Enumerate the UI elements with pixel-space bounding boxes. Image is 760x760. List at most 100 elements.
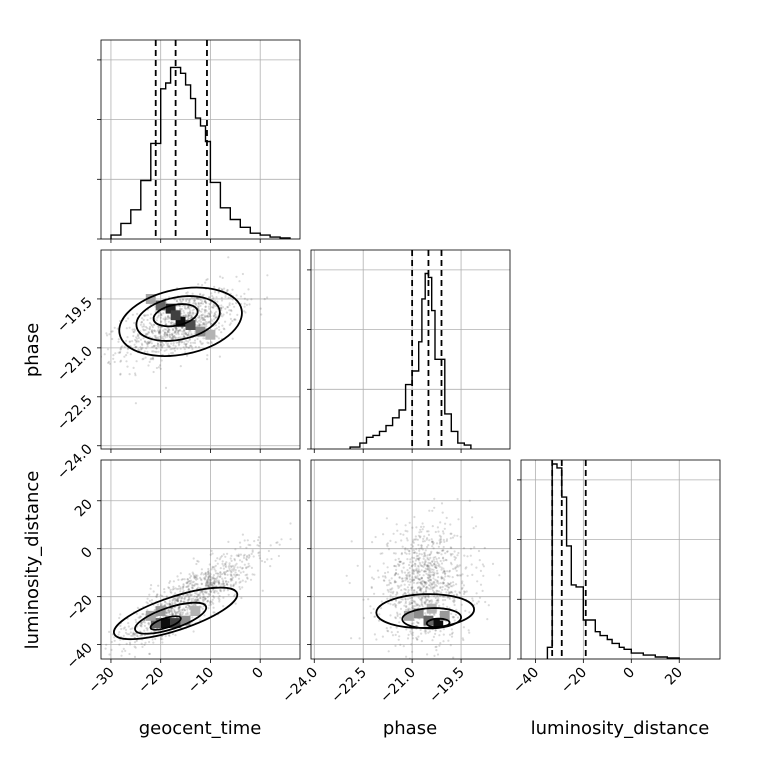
sample-point bbox=[231, 288, 234, 291]
sample-point bbox=[370, 585, 373, 589]
sample-point bbox=[420, 600, 423, 603]
sample-point bbox=[154, 637, 157, 641]
sample-point bbox=[152, 345, 155, 348]
sample-point bbox=[191, 587, 194, 590]
sample-point bbox=[215, 316, 218, 319]
sample-point bbox=[424, 567, 427, 570]
sample-point bbox=[198, 324, 201, 327]
sample-point bbox=[215, 296, 218, 299]
sample-point bbox=[110, 330, 113, 333]
sample-point bbox=[153, 329, 156, 333]
sample-point bbox=[275, 541, 278, 544]
sample-point bbox=[209, 579, 212, 582]
sample-point bbox=[444, 522, 447, 525]
sample-point bbox=[213, 611, 216, 614]
sample-point bbox=[427, 631, 430, 634]
sample-point bbox=[415, 582, 418, 585]
sample-point bbox=[404, 602, 407, 605]
sample-point bbox=[442, 559, 445, 562]
sample-point bbox=[168, 586, 171, 590]
sample-point bbox=[151, 326, 154, 329]
sample-point bbox=[198, 594, 201, 597]
sample-point bbox=[224, 577, 227, 580]
sample-point bbox=[410, 599, 413, 602]
sample-point bbox=[194, 577, 197, 580]
sample-point bbox=[389, 626, 392, 629]
sample-point bbox=[134, 372, 137, 375]
sample-point bbox=[447, 595, 450, 599]
sample-point bbox=[408, 603, 411, 606]
sample-point bbox=[207, 569, 210, 572]
sample-point bbox=[213, 583, 216, 586]
sample-point bbox=[122, 627, 125, 630]
sample-point bbox=[391, 634, 395, 637]
sample-point bbox=[234, 574, 237, 577]
sample-point bbox=[475, 592, 478, 595]
sample-point bbox=[230, 570, 233, 573]
sample-point bbox=[176, 597, 179, 600]
sample-point bbox=[138, 616, 141, 619]
sample-point bbox=[418, 585, 421, 589]
sample-point bbox=[185, 606, 188, 609]
sample-point bbox=[190, 333, 193, 336]
sample-point bbox=[206, 581, 209, 584]
sample-point bbox=[455, 565, 458, 569]
sample-point bbox=[151, 356, 155, 359]
sample-point bbox=[230, 573, 233, 577]
sample-point bbox=[184, 332, 187, 335]
sample-point bbox=[414, 602, 417, 605]
sample-point bbox=[438, 565, 441, 568]
sample-point bbox=[212, 576, 215, 579]
sample-point bbox=[227, 256, 230, 259]
sample-point bbox=[428, 539, 431, 542]
sample-point bbox=[435, 589, 438, 592]
sample-point bbox=[401, 545, 404, 548]
sample-point bbox=[182, 299, 185, 302]
sample-point bbox=[248, 555, 251, 558]
sample-point bbox=[196, 297, 199, 300]
sample-point bbox=[187, 340, 190, 343]
sample-point bbox=[455, 569, 458, 572]
sample-point bbox=[182, 583, 185, 586]
sample-point bbox=[437, 597, 440, 600]
sample-point bbox=[434, 632, 437, 636]
sample-point bbox=[123, 626, 126, 629]
sample-point bbox=[192, 299, 195, 302]
sample-point bbox=[178, 340, 181, 343]
sample-point bbox=[143, 621, 146, 624]
sample-point bbox=[214, 559, 217, 562]
sample-point bbox=[228, 302, 231, 305]
sample-point bbox=[423, 535, 426, 538]
sample-point bbox=[159, 331, 162, 334]
sample-point bbox=[182, 346, 185, 349]
sample-point bbox=[218, 598, 221, 601]
sample-point bbox=[452, 600, 455, 603]
sample-point bbox=[163, 332, 167, 335]
sample-point bbox=[208, 604, 211, 607]
sample-point bbox=[439, 642, 442, 645]
sample-point bbox=[135, 612, 138, 615]
sample-point bbox=[498, 574, 501, 577]
sample-point bbox=[465, 566, 468, 569]
sample-point bbox=[152, 358, 155, 361]
sample-point bbox=[148, 593, 151, 596]
sample-point bbox=[142, 329, 146, 332]
sample-point bbox=[208, 578, 211, 582]
sample-point bbox=[434, 530, 437, 534]
sample-point bbox=[212, 589, 215, 592]
sample-point bbox=[186, 608, 189, 611]
sample-point bbox=[246, 576, 249, 579]
sample-point bbox=[417, 578, 420, 581]
sample-point bbox=[208, 302, 211, 305]
sample-point bbox=[104, 647, 107, 650]
sample-point bbox=[213, 313, 216, 316]
sample-point bbox=[173, 347, 176, 350]
sample-point bbox=[108, 630, 111, 634]
sample-point bbox=[157, 584, 160, 587]
sample-point bbox=[185, 333, 188, 336]
sample-point bbox=[415, 591, 418, 594]
sample-point bbox=[198, 319, 201, 322]
sample-point bbox=[176, 599, 180, 603]
sample-point bbox=[207, 573, 210, 576]
sample-point bbox=[411, 578, 414, 581]
